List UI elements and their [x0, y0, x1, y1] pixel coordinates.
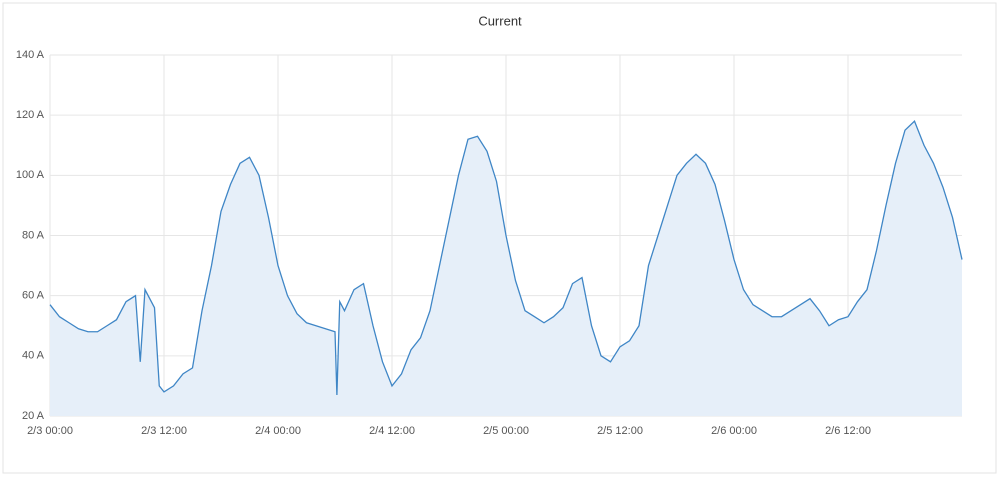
x-tick-label: 2/5 00:00	[483, 425, 529, 437]
x-tick-label: 2/3 00:00	[27, 425, 73, 437]
x-tick-label: 2/4 12:00	[369, 425, 415, 437]
y-tick-label: 120 A	[16, 109, 45, 121]
y-tick-label: 80 A	[22, 229, 45, 241]
line	[49, 120, 963, 395]
x-tick-label: 2/6 12:00	[825, 425, 871, 437]
chart-title: Current	[478, 13, 522, 28]
y-tick-label: 60 A	[22, 290, 45, 302]
y-tick-label: 40 A	[22, 350, 45, 362]
area	[50, 121, 962, 416]
y-tick-label: 20 A	[22, 410, 45, 422]
y-tick-label: 100 A	[16, 169, 45, 181]
x-tick-label: 2/4 00:00	[255, 425, 301, 437]
x-tick-label: 2/5 12:00	[597, 425, 643, 437]
x-tick-label: 2/6 00:00	[711, 425, 757, 437]
x-tick-label: 2/3 12:00	[141, 425, 187, 437]
y-tick-label: 140 A	[16, 49, 45, 61]
